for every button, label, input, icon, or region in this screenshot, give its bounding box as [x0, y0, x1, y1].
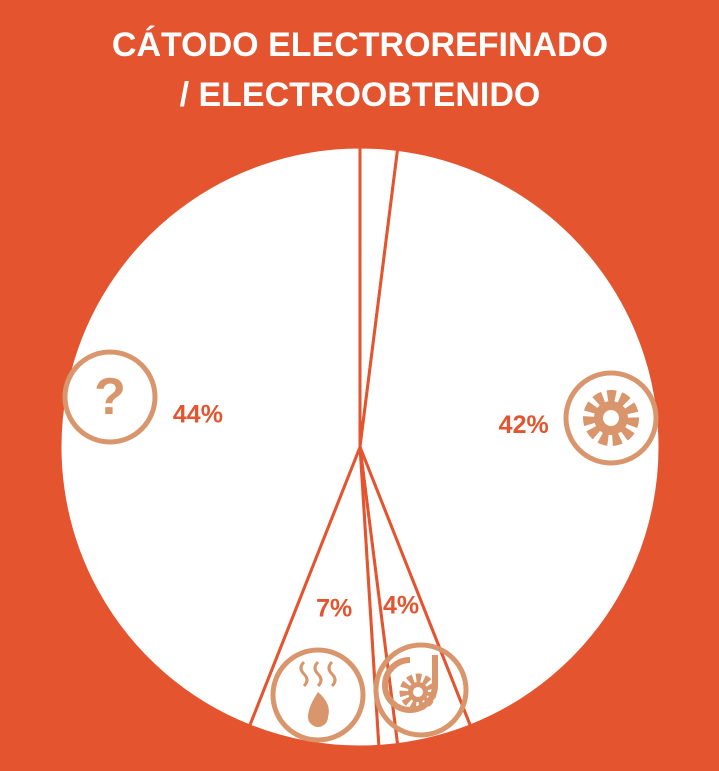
- pie: [58, 145, 662, 749]
- icon-question: ?: [62, 349, 158, 445]
- svg-text:?: ?: [94, 368, 126, 426]
- value-label: 44%: [173, 401, 223, 429]
- value-label: 42%: [499, 411, 549, 439]
- chart-title: / ELECTROOBTENIDO: [180, 76, 541, 114]
- icon-gear-drop: [373, 642, 469, 738]
- icon-flame: [270, 647, 366, 743]
- chart-title: CÁTODO ELECTROREFINADO: [112, 26, 608, 64]
- value-label: 4%: [383, 591, 419, 619]
- labels: 42% 4% 7% 44%: [173, 401, 549, 623]
- value-label: 7%: [316, 595, 352, 623]
- icon-gear: [563, 370, 659, 466]
